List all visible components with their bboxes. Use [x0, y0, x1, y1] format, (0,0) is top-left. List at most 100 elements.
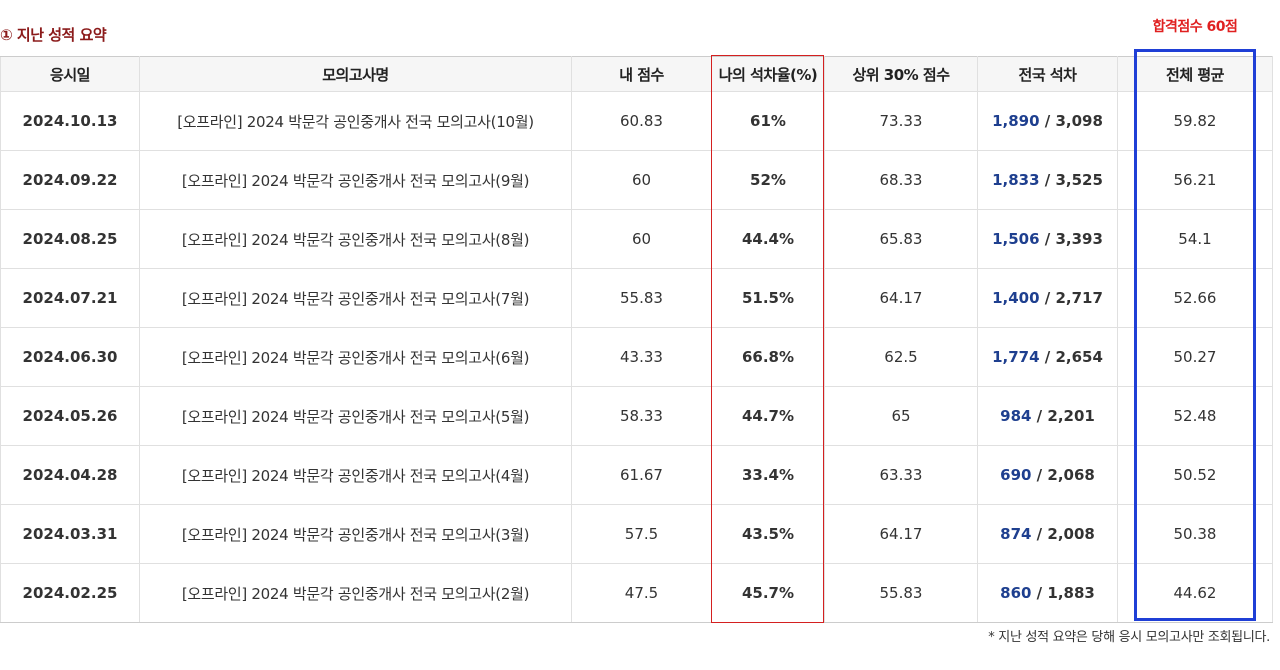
overall-average-cell: 50.27 [1117, 327, 1273, 387]
top30-score-cell: 68.33 [824, 150, 978, 210]
rank-ratio-cell: 61% [711, 91, 825, 151]
exam-date-cell: 2024.03.31 [0, 504, 140, 564]
total-examinees: 3,525 [1055, 171, 1103, 189]
pass-score-note: 합격점수 60점 [1152, 19, 1238, 35]
exam-name-cell: [오프라인] 2024 박문각 공인중개사 전국 모의고사(4월) [139, 445, 572, 505]
my-score-cell: 58.33 [571, 386, 712, 446]
national-rank-cell: 1,890 / 3,098 [977, 91, 1118, 151]
overall-average-cell: 50.52 [1117, 445, 1273, 505]
table-row: 2024.02.25 [오프라인] 2024 박문각 공인중개사 전국 모의고사(… [0, 563, 1273, 623]
exam-name-cell: [오프라인] 2024 박문각 공인중개사 전국 모의고사(5월) [139, 386, 572, 446]
my-rank: 1,890 [992, 112, 1040, 130]
rank-ratio-cell: 44.4% [711, 209, 825, 269]
rank-separator: / [1039, 289, 1056, 307]
top30-score-cell: 73.33 [824, 91, 978, 151]
exam-date-cell: 2024.08.25 [0, 209, 140, 269]
exam-date-cell: 2024.04.28 [0, 445, 140, 505]
rank-ratio-cell: 43.5% [711, 504, 825, 564]
top30-score-cell: 62.5 [824, 327, 978, 387]
overall-average-cell: 44.62 [1117, 563, 1273, 623]
score-summary-table: 응시일 모의고사명 내 점수 나의 석차율(%) 상위 30% 점수 전국 석차… [0, 56, 1273, 623]
exam-date-cell: 2024.07.21 [0, 268, 140, 328]
overall-average-cell: 56.21 [1117, 150, 1273, 210]
overall-average-cell: 52.48 [1117, 386, 1273, 446]
rank-ratio-cell: 52% [711, 150, 825, 210]
rank-separator: / [1039, 112, 1056, 130]
exam-name-cell: [오프라인] 2024 박문각 공인중개사 전국 모의고사(3월) [139, 504, 572, 564]
header-my-score: 내 점수 [571, 56, 712, 92]
overall-average-cell: 52.66 [1117, 268, 1273, 328]
top30-score-cell: 55.83 [824, 563, 978, 623]
total-examinees: 3,098 [1055, 112, 1103, 130]
rank-separator: / [1039, 348, 1056, 366]
my-rank: 1,774 [992, 348, 1040, 366]
header-top30-score: 상위 30% 점수 [824, 56, 978, 92]
total-examinees: 3,393 [1055, 230, 1103, 248]
exam-name-cell: [오프라인] 2024 박문각 공인중개사 전국 모의고사(7월) [139, 268, 572, 328]
rank-separator: / [1039, 171, 1056, 189]
overall-average-cell: 59.82 [1117, 91, 1273, 151]
my-score-cell: 47.5 [571, 563, 712, 623]
footnote: * 지난 성적 요약은 당해 응시 모의고사만 조회됩니다. [988, 630, 1270, 645]
exam-name-cell: [오프라인] 2024 박문각 공인중개사 전국 모의고사(8월) [139, 209, 572, 269]
table-row: 2024.10.13 [오프라인] 2024 박문각 공인중개사 전국 모의고사(… [0, 91, 1273, 151]
top30-score-cell: 64.17 [824, 268, 978, 328]
national-rank-cell: 860 / 1,883 [977, 563, 1118, 623]
rank-ratio-cell: 51.5% [711, 268, 825, 328]
table-row: 2024.05.26 [오프라인] 2024 박문각 공인중개사 전국 모의고사(… [0, 386, 1273, 446]
total-examinees: 2,201 [1047, 407, 1095, 425]
rank-separator: / [1031, 584, 1048, 602]
total-examinees: 2,008 [1047, 525, 1095, 543]
header-my-rank-ratio: 나의 석차율(%) [711, 56, 825, 92]
my-score-cell: 60 [571, 209, 712, 269]
exam-name-cell: [오프라인] 2024 박문각 공인중개사 전국 모의고사(10월) [139, 91, 572, 151]
exam-name-cell: [오프라인] 2024 박문각 공인중개사 전국 모의고사(6월) [139, 327, 572, 387]
section-title: ① 지난 성적 요약 [0, 26, 107, 44]
header-national-rank: 전국 석차 [977, 56, 1118, 92]
exam-date-cell: 2024.09.22 [0, 150, 140, 210]
total-examinees: 2,717 [1055, 289, 1103, 307]
my-rank: 1,400 [992, 289, 1040, 307]
exam-date-cell: 2024.05.26 [0, 386, 140, 446]
my-score-cell: 60.83 [571, 91, 712, 151]
exam-date-cell: 2024.10.13 [0, 91, 140, 151]
header-exam-name: 모의고사명 [139, 56, 572, 92]
national-rank-cell: 874 / 2,008 [977, 504, 1118, 564]
table-body: 2024.10.13 [오프라인] 2024 박문각 공인중개사 전국 모의고사(… [0, 91, 1273, 623]
national-rank-cell: 1,833 / 3,525 [977, 150, 1118, 210]
rank-ratio-cell: 45.7% [711, 563, 825, 623]
rank-ratio-cell: 33.4% [711, 445, 825, 505]
total-examinees: 2,654 [1055, 348, 1103, 366]
my-score-cell: 43.33 [571, 327, 712, 387]
top30-score-cell: 65 [824, 386, 978, 446]
top30-score-cell: 63.33 [824, 445, 978, 505]
my-rank: 860 [1000, 584, 1032, 602]
national-rank-cell: 1,774 / 2,654 [977, 327, 1118, 387]
my-rank: 1,506 [992, 230, 1040, 248]
my-score-cell: 60 [571, 150, 712, 210]
table-row: 2024.06.30 [오프라인] 2024 박문각 공인중개사 전국 모의고사(… [0, 327, 1273, 387]
my-score-cell: 61.67 [571, 445, 712, 505]
my-score-cell: 55.83 [571, 268, 712, 328]
total-examinees: 1,883 [1047, 584, 1095, 602]
national-rank-cell: 1,506 / 3,393 [977, 209, 1118, 269]
my-rank: 984 [1000, 407, 1032, 425]
national-rank-cell: 984 / 2,201 [977, 386, 1118, 446]
rank-separator: / [1039, 230, 1056, 248]
overall-average-cell: 54.1 [1117, 209, 1273, 269]
header-overall-average: 전체 평균 [1117, 56, 1273, 92]
table-row: 2024.04.28 [오프라인] 2024 박문각 공인중개사 전국 모의고사(… [0, 445, 1273, 505]
my-rank: 1,833 [992, 171, 1040, 189]
exam-date-cell: 2024.06.30 [0, 327, 140, 387]
rank-separator: / [1031, 407, 1048, 425]
top30-score-cell: 64.17 [824, 504, 978, 564]
my-score-cell: 57.5 [571, 504, 712, 564]
my-rank: 690 [1000, 466, 1032, 484]
table-row: 2024.07.21 [오프라인] 2024 박문각 공인중개사 전국 모의고사(… [0, 268, 1273, 328]
rank-ratio-cell: 66.8% [711, 327, 825, 387]
rank-ratio-cell: 44.7% [711, 386, 825, 446]
table-header-row: 응시일 모의고사명 내 점수 나의 석차율(%) 상위 30% 점수 전국 석차… [0, 56, 1273, 92]
exam-name-cell: [오프라인] 2024 박문각 공인중개사 전국 모의고사(2월) [139, 563, 572, 623]
exam-date-cell: 2024.02.25 [0, 563, 140, 623]
overall-average-cell: 50.38 [1117, 504, 1273, 564]
